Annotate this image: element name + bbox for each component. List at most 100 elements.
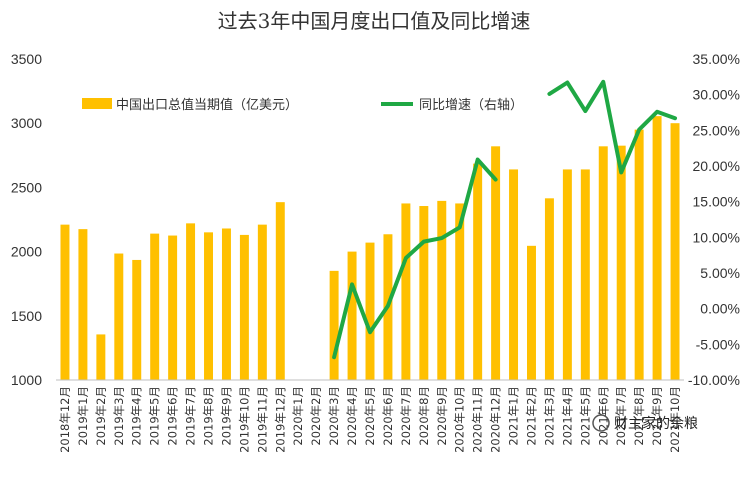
bar: [598, 146, 608, 380]
x-tick-label: 2020年1月: [291, 386, 305, 446]
line-point: [386, 304, 390, 308]
line-point: [404, 256, 408, 260]
bar: [168, 235, 178, 380]
y-right-tick-label: -10.00%: [688, 372, 740, 388]
line-series: [332, 79, 678, 360]
bar: [329, 270, 339, 380]
bar: [347, 251, 357, 380]
bar: [580, 169, 590, 380]
x-tick-label: 2020年7月: [399, 386, 413, 446]
bar: [204, 232, 213, 380]
y-right-tick-label: 20.00%: [693, 158, 740, 174]
x-tick-label: 2021年4月: [560, 386, 574, 446]
x-tick-label: 2021年10月: [668, 386, 682, 453]
x-tick-label: 2020年11月: [471, 386, 485, 453]
line-point: [458, 225, 462, 229]
x-tick-label: 2019年12月: [273, 386, 287, 453]
bar: [96, 334, 106, 380]
line-segment: [332, 157, 498, 360]
y-tick-label: 3500: [11, 51, 42, 67]
bar: [437, 200, 447, 380]
wechat-icon: [592, 414, 610, 432]
x-tick-label: 2020年5月: [363, 386, 377, 446]
left-axis: 1000 1500 2000 2500 3000 3500: [11, 51, 42, 388]
line-point: [637, 128, 641, 132]
x-tick-label: 2019年3月: [112, 386, 126, 446]
line-point: [350, 282, 354, 287]
y-tick-label: 2000: [11, 244, 42, 260]
x-tick-label: 2021年9月: [650, 386, 664, 446]
x-tick-label: 2021年1月: [507, 386, 521, 446]
line-point: [494, 177, 498, 182]
line-point: [601, 80, 605, 84]
y-right-tick-label: 35.00%: [693, 51, 740, 67]
y-right-tick-label: 30.00%: [693, 87, 740, 103]
x-tick-label: 2020年2月: [309, 386, 323, 446]
y-right-tick-label: 15.00%: [693, 194, 740, 210]
y-right-tick-label: 0.00%: [700, 301, 740, 317]
line-point: [619, 170, 623, 175]
line-point: [368, 330, 372, 334]
x-tick-label: 2020年12月: [489, 386, 503, 453]
x-tick-label: 2019年6月: [166, 386, 180, 446]
line-point: [332, 355, 336, 359]
x-tick-label: 2019年5月: [148, 386, 162, 446]
bar: [544, 198, 554, 380]
bar: [132, 259, 142, 380]
bar: [365, 242, 375, 380]
y-tick-label: 3000: [11, 115, 42, 131]
bar: [401, 203, 411, 380]
line-point: [565, 80, 569, 85]
x-tick-label: 2020年3月: [327, 386, 341, 446]
x-tick-label: 2021年2月: [524, 386, 538, 446]
line-point: [547, 92, 552, 96]
bar: [114, 253, 124, 380]
bar: [275, 202, 285, 380]
line-point: [655, 110, 659, 114]
legend: 中国出口总值当期值（亿美元） 同比增速（右轴）: [82, 97, 523, 113]
bar: [257, 224, 267, 380]
x-tick-label: 2019年9月: [219, 386, 233, 446]
x-tick-label: 2021年8月: [632, 386, 646, 446]
x-tick-label: 2019年4月: [130, 386, 144, 446]
y-right-tick-label: 25.00%: [693, 122, 740, 138]
bar: [491, 146, 501, 380]
x-tick-label: 2019年10月: [237, 386, 251, 453]
bar: [455, 203, 465, 380]
line-point: [440, 236, 444, 240]
y-right-tick-label: -5.00%: [696, 336, 740, 352]
line-point: [583, 109, 587, 113]
bar: [186, 223, 196, 380]
x-tick-label: 2019年1月: [76, 386, 90, 446]
bar: [634, 129, 644, 380]
bar: [419, 206, 429, 380]
x-tick-label: 2019年8月: [202, 386, 216, 446]
y-tick-label: 1000: [11, 372, 42, 388]
bar: [616, 145, 626, 380]
bar: [509, 169, 519, 380]
legend-label-line: 同比增速（右轴）: [419, 98, 523, 113]
y-right-tick-label: 5.00%: [700, 265, 740, 281]
bar: [652, 116, 662, 380]
x-tick-label: 2018年12月: [58, 386, 72, 453]
bar: [239, 234, 249, 380]
x-tick-label: 2019年7月: [184, 386, 198, 446]
bar: [670, 123, 680, 380]
x-tick-label: 2020年10月: [453, 386, 467, 453]
line-point: [476, 157, 480, 162]
legend-label-bar: 中国出口总值当期值（亿美元）: [116, 97, 298, 113]
y-tick-label: 2500: [11, 179, 42, 195]
bar: [473, 163, 483, 380]
bar: [60, 224, 70, 380]
y-tick-label: 1500: [11, 308, 42, 324]
bar: [150, 233, 160, 380]
x-tick-label: 2019年2月: [94, 386, 108, 446]
right-axis: -10.00% -5.00% 0.00% 5.00% 10.00% 15.00% 20.00…: [688, 51, 740, 388]
watermark-text: 财主家的余粮: [614, 415, 698, 432]
line-segment: [547, 79, 678, 175]
x-tick-label: 2021年7月: [614, 386, 628, 446]
x-tick-label: 2020年4月: [345, 386, 359, 446]
legend-swatch-bar: [82, 98, 112, 109]
x-tick-label: 2019年11月: [255, 386, 269, 453]
